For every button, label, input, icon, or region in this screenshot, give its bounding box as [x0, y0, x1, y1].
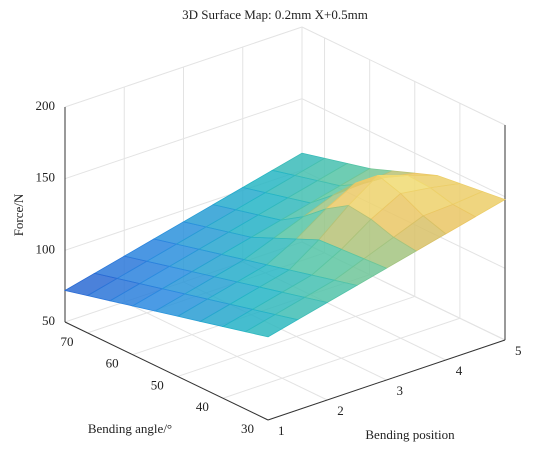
z-tick-label: 150: [36, 170, 56, 185]
x-tick-label: 3: [397, 383, 404, 398]
y-axis-label: Bending angle/°: [88, 421, 172, 436]
surface: [63, 152, 506, 338]
y-tick-label: 30: [241, 421, 254, 436]
z-axis-label: Force/N: [11, 193, 26, 236]
y-tick-label: 60: [106, 356, 119, 371]
grid-line: [301, 26, 506, 126]
y-tick-label: 50: [151, 377, 164, 392]
y-tick-label: 40: [196, 399, 209, 414]
z-tick-label: 100: [36, 241, 56, 256]
grid-line: [124, 301, 328, 401]
tick-labels: 50 100 150 200 30 40 50 60 70 1 2 3 4 5: [36, 98, 522, 438]
grid-line: [301, 98, 506, 198]
z-tick-label: 200: [36, 98, 56, 113]
z-tick-label: 50: [42, 313, 55, 328]
x-tick-label: 4: [456, 363, 463, 378]
x-tick-label: 1: [278, 423, 285, 438]
chart-title: 3D Surface Map: 0.2mm X+0.5mm: [182, 7, 368, 22]
x-tick-label: 2: [337, 403, 344, 418]
grid-line: [222, 317, 461, 399]
x-axis-label: Bending position: [365, 427, 455, 442]
grid-line: [177, 295, 415, 377]
axis-line: [267, 339, 506, 421]
surface-cell: [244, 314, 299, 338]
axis-line: [64, 321, 269, 421]
y-tick-label: 70: [61, 334, 74, 349]
x-tick-label: 5: [515, 343, 522, 358]
